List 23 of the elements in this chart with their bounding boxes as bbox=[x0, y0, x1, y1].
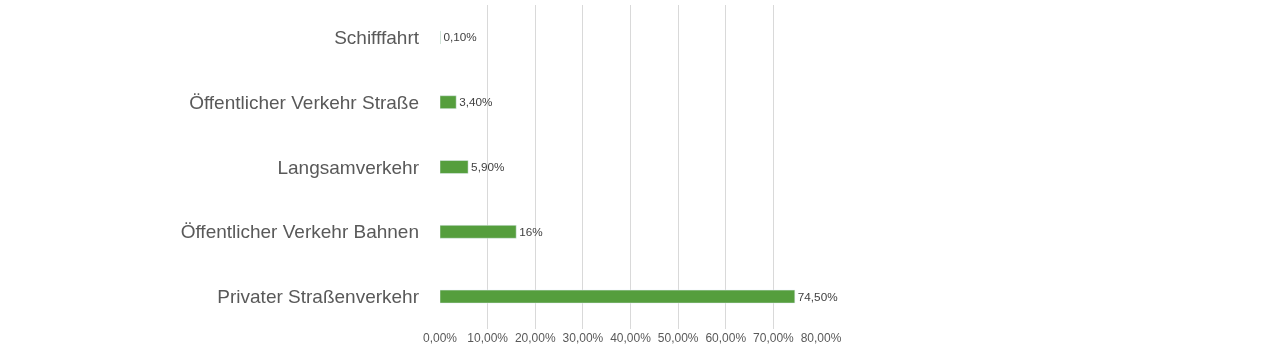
data-label: 3,40% bbox=[459, 95, 493, 109]
x-tick-label: 60,00% bbox=[705, 331, 747, 345]
y-tick-label: Privater Straßenverkehr bbox=[217, 286, 420, 308]
data-label: 74,50% bbox=[797, 289, 838, 303]
y-tick-label: Langsamverkehr bbox=[277, 156, 420, 178]
y-tick-label: Öffentlicher Verkehr Bahnen bbox=[180, 221, 419, 243]
x-tick-label: 50,00% bbox=[657, 331, 699, 345]
data-label: 5,90% bbox=[471, 160, 505, 174]
y-tick-label: Schifffahrt bbox=[334, 27, 420, 49]
x-tick-label: 40,00% bbox=[610, 331, 652, 345]
bar bbox=[440, 95, 457, 109]
bar bbox=[440, 289, 796, 304]
x-tick-label: 30,00% bbox=[562, 331, 604, 345]
x-tick-label: 70,00% bbox=[753, 331, 795, 345]
x-tick-label: 10,00% bbox=[467, 331, 509, 345]
x-tick-label: 80,00% bbox=[800, 331, 842, 345]
bar bbox=[440, 160, 469, 174]
x-tick-label: 20,00% bbox=[514, 331, 556, 345]
bar bbox=[440, 225, 517, 239]
data-label: 16% bbox=[519, 224, 543, 238]
x-tick-label: 0,00% bbox=[422, 331, 458, 345]
data-label: 0,10% bbox=[443, 30, 477, 44]
y-tick-label: Öffentlicher Verkehr Straße bbox=[189, 91, 419, 113]
